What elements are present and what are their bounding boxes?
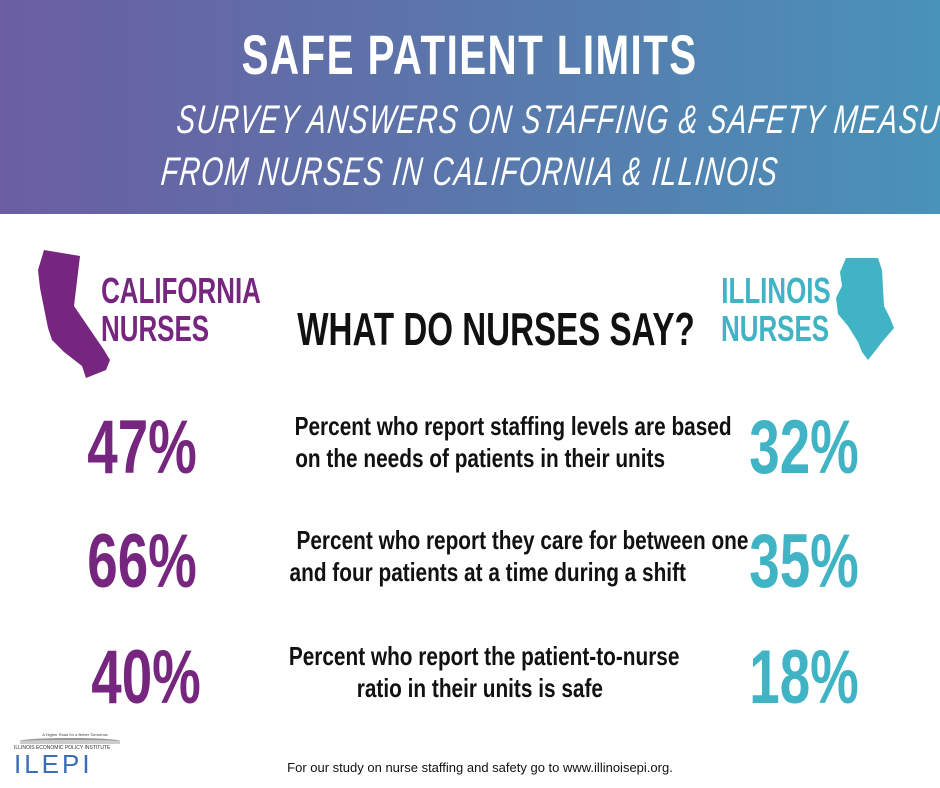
- header-banner: SAFE PATIENT LIMITS SURVEY ANSWERS ON ST…: [0, 0, 940, 214]
- logo-institute-name: ILLINOIS ECONOMIC POLICY INSTITUTE: [14, 745, 111, 751]
- california-map-icon: [38, 250, 110, 378]
- question-heading: WHAT DO NURSES SAY?: [297, 303, 695, 355]
- california-stat-2: 66%: [87, 519, 197, 604]
- illinois-nurses-heading: ILLINOIS NURSES: [721, 270, 831, 349]
- illinois-stat-3: 18%: [749, 635, 859, 720]
- page-title: SAFE PATIENT LIMITS: [242, 23, 698, 86]
- california-stat-1: 47%: [87, 405, 197, 490]
- footer-text: For our study on nurse staffing and safe…: [287, 760, 673, 775]
- logo-bridge: [20, 738, 120, 744]
- stat-description-3: Percent who report the patient-to-nurse …: [288, 641, 680, 703]
- california-nurses-heading: CALIFORNIA NURSES: [100, 270, 261, 349]
- stat-description-1: Percent who report staffing levels are b…: [294, 411, 732, 473]
- illinois-stat-1: 32%: [749, 405, 859, 490]
- ilepi-logo: A Higher Road for a Better Tomorrow ILLI…: [14, 732, 126, 784]
- logo-acronym: ILEPI: [14, 749, 93, 779]
- stat-description-2: Percent who report they care for between…: [289, 525, 749, 587]
- illinois-stat-2: 35%: [749, 519, 859, 604]
- illinois-map-icon: [836, 258, 894, 360]
- california-stat-3: 40%: [91, 635, 201, 720]
- subtitle-line-2: FROM NURSES IN CALIFORNIA & ILLINOIS: [159, 150, 781, 194]
- logo-tagline: A Higher Road for a Better Tomorrow: [42, 732, 108, 737]
- subtitle-line-1: SURVEY ANSWERS ON STAFFING & SAFETY MEAS…: [174, 98, 940, 142]
